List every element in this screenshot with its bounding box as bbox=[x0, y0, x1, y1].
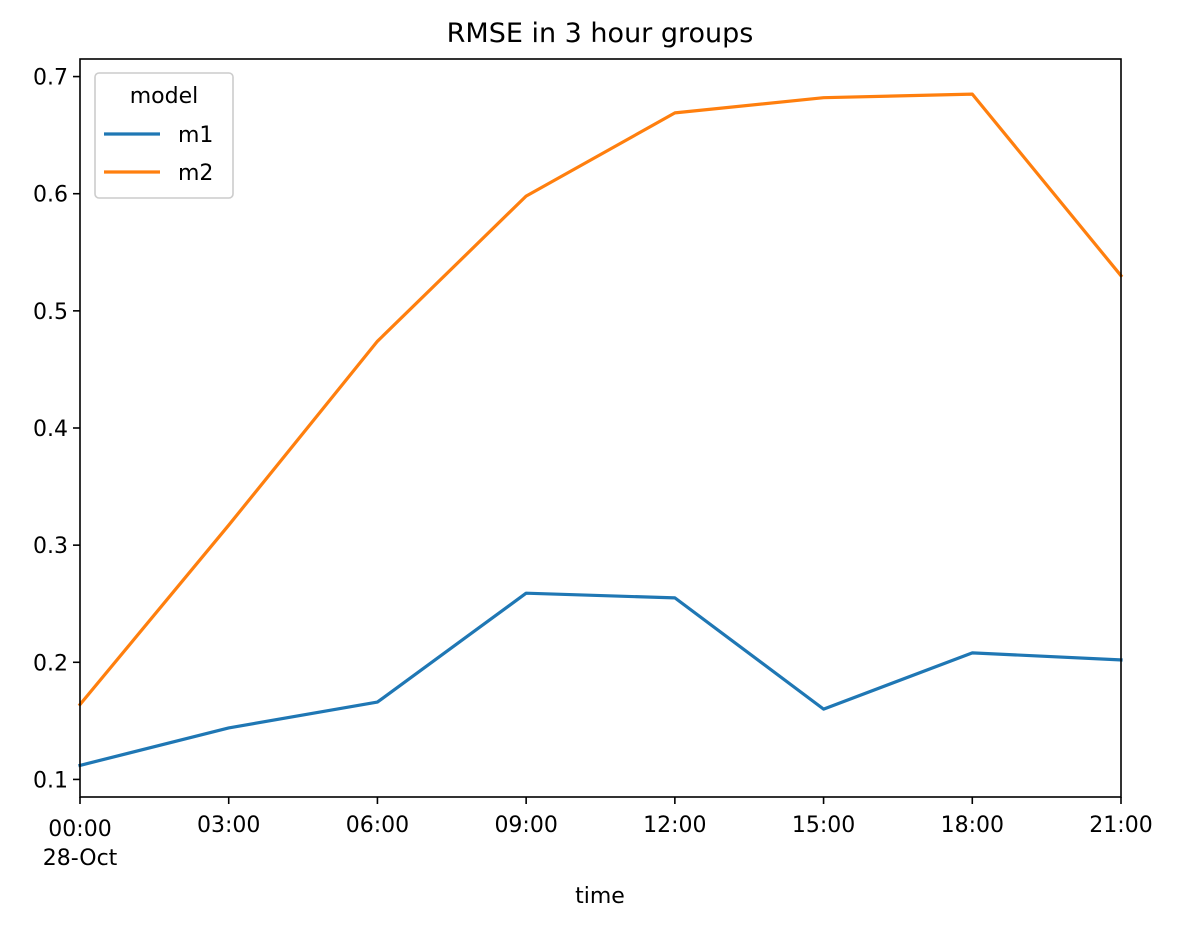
y-tick-label: 0.2 bbox=[33, 651, 68, 676]
y-tick-label: 0.7 bbox=[33, 66, 68, 91]
legend: model m1 m2 bbox=[94, 72, 234, 199]
x-tick-label: 03:00 bbox=[197, 813, 260, 838]
x-axis: 00:00 03:00 06:00 09:00 12:00 15:00 18:00 21:00… bbox=[43, 797, 1153, 871]
y-tick-label: 0.6 bbox=[33, 183, 68, 208]
x-tick-label: 09:00 bbox=[494, 813, 557, 838]
x-tick-label: 12:00 bbox=[643, 813, 706, 838]
x-tick-label: 18:00 bbox=[941, 813, 1004, 838]
y-tick-label: 0.4 bbox=[33, 417, 68, 442]
x-tick-label: 15:00 bbox=[792, 813, 855, 838]
x-axis-label: time bbox=[575, 884, 625, 909]
x-tick-label: 21:00 bbox=[1089, 813, 1152, 838]
plot-area bbox=[77, 58, 1124, 798]
x-tick-label: 00:00 bbox=[48, 817, 111, 842]
legend-label-m1: m1 bbox=[178, 123, 213, 148]
series-line-m1 bbox=[78, 591, 1123, 768]
series-line-m2 bbox=[77, 92, 1124, 707]
y-tick-label: 0.1 bbox=[33, 768, 68, 793]
y-tick-label: 0.5 bbox=[33, 300, 68, 325]
chart-title: RMSE in 3 hour groups bbox=[447, 18, 754, 49]
legend-label-m2: m2 bbox=[178, 161, 213, 186]
y-axis: 0.1 0.2 0.3 0.4 0.5 0.6 0.7 bbox=[33, 66, 80, 793]
plot-frame bbox=[79, 58, 1122, 798]
y-tick-label: 0.3 bbox=[33, 534, 68, 559]
legend-title: model bbox=[130, 84, 199, 109]
x-tick-label: 06:00 bbox=[346, 813, 409, 838]
x-tick-date-label: 28-Oct bbox=[43, 846, 118, 871]
legend-box bbox=[94, 72, 234, 199]
